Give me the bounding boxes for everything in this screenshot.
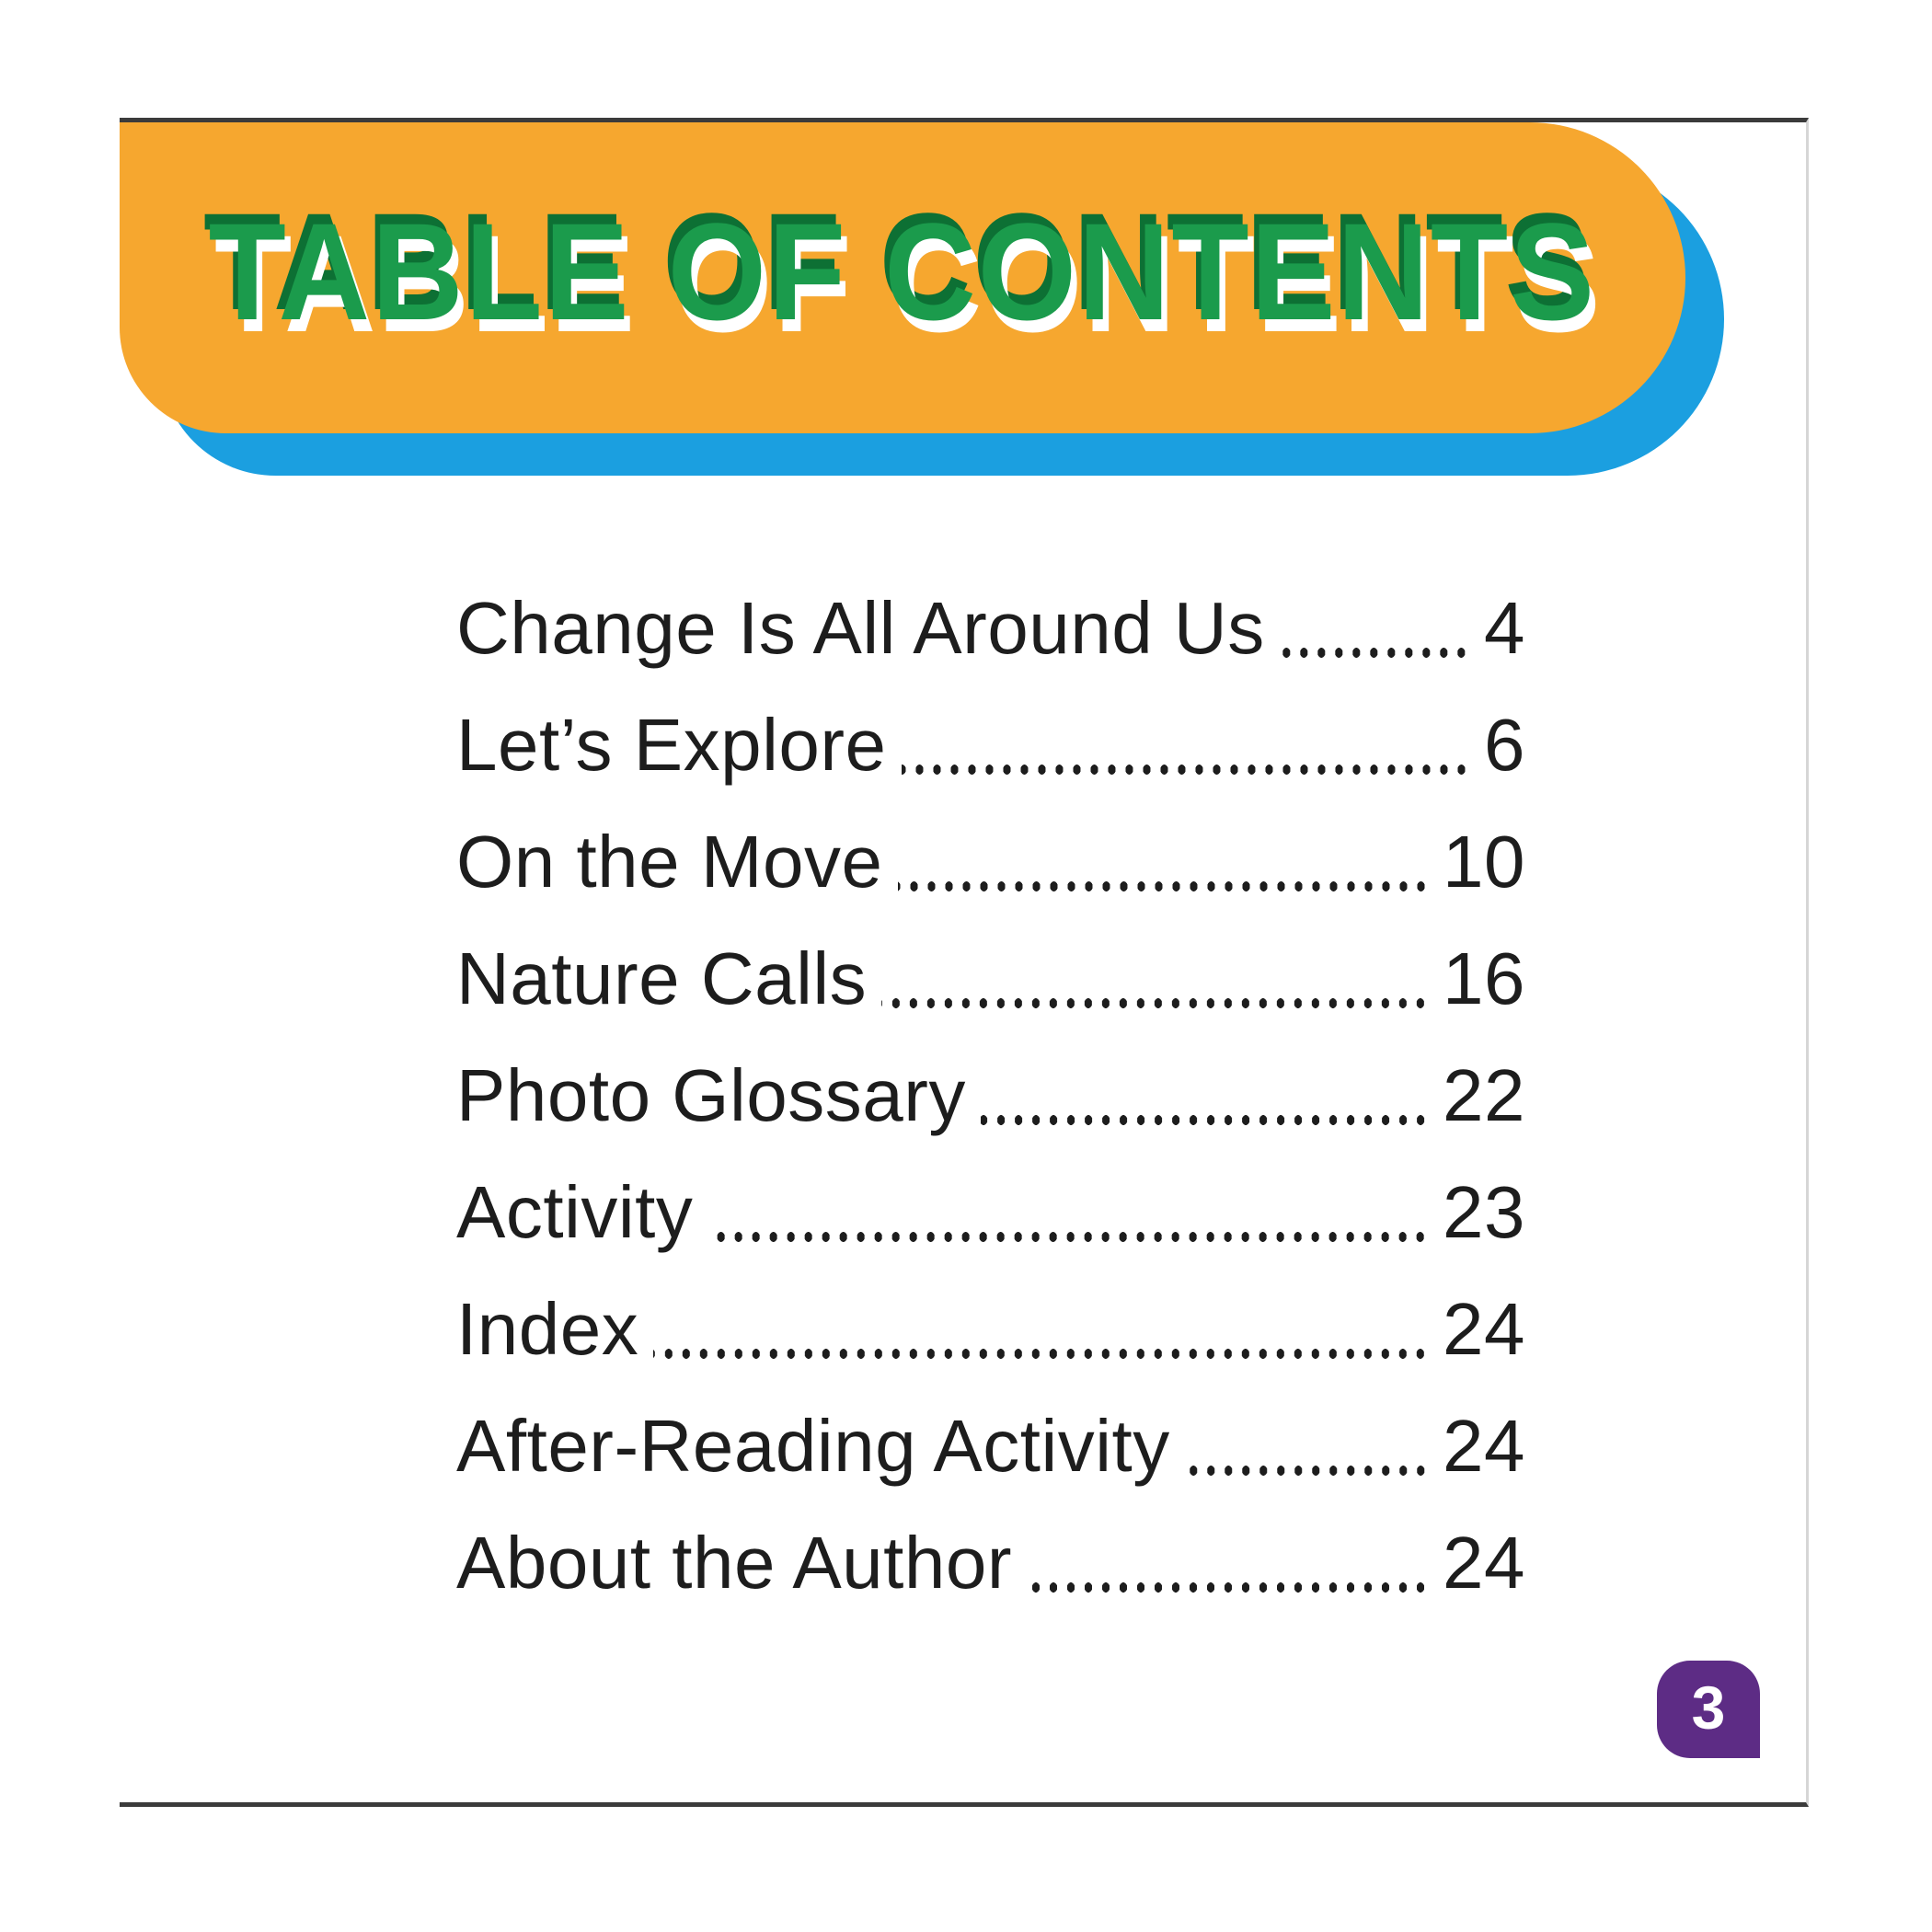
dot-leader — [1279, 648, 1474, 658]
toc-entry-label: After-Reading Activity — [456, 1405, 1170, 1487]
toc-entry-page-number: 24 — [1443, 1405, 1525, 1487]
book-page: TABLE OF CONTENTS Change Is All Around U… — [120, 118, 1809, 1807]
dot-leader — [653, 1349, 1434, 1359]
title-banner: TABLE OF CONTENTS — [120, 122, 1685, 433]
toc-entry-page-number: 4 — [1484, 587, 1525, 669]
page-title: TABLE OF CONTENTS — [208, 193, 1597, 349]
toc-entry-label: On the Move — [456, 821, 883, 903]
toc-entry-label: Nature Calls — [456, 937, 868, 1019]
toc-entry-label: Change Is All Around Us — [456, 587, 1265, 669]
table-of-contents: Change Is All Around Us 4 Let’s Explore 6 On… — [456, 569, 1525, 1621]
toc-entry-label: Index — [456, 1288, 639, 1370]
toc-entry-page-number: 10 — [1443, 821, 1525, 903]
page-number-badge: 3 — [1657, 1661, 1760, 1758]
toc-entry-page-number: 22 — [1443, 1054, 1525, 1136]
toc-entry: Photo Glossary 22 — [456, 1037, 1525, 1154]
page-number: 3 — [1691, 1673, 1726, 1742]
toc-entry-page-number: 24 — [1443, 1288, 1525, 1370]
toc-entry-page-number: 6 — [1484, 704, 1525, 786]
dot-leader — [1184, 1466, 1434, 1476]
toc-entry: After-Reading Activity 24 — [456, 1387, 1525, 1504]
dot-leader — [881, 998, 1434, 1008]
dot-leader — [707, 1232, 1434, 1242]
toc-entry: On the Move 10 — [456, 803, 1525, 920]
toc-entry-label: Let’s Explore — [456, 704, 887, 786]
toc-entry: Let’s Explore 6 — [456, 686, 1525, 803]
toc-entry-page-number: 16 — [1443, 937, 1525, 1019]
toc-entry: About the Author 24 — [456, 1504, 1525, 1621]
toc-entry-page-number: 24 — [1443, 1522, 1525, 1604]
toc-entry: Index 24 — [456, 1271, 1525, 1387]
dot-leader — [901, 765, 1474, 775]
toc-entry: Change Is All Around Us 4 — [456, 569, 1525, 686]
toc-entry-page-number: 23 — [1443, 1171, 1525, 1253]
toc-entry: Nature Calls 16 — [456, 920, 1525, 1037]
dot-leader — [1027, 1582, 1434, 1593]
toc-entry-label: Activity — [456, 1171, 694, 1253]
toc-entry-label: Photo Glossary — [456, 1054, 966, 1136]
dot-leader — [897, 881, 1434, 891]
toc-entry: Activity 23 — [456, 1154, 1525, 1271]
dot-leader — [980, 1115, 1434, 1125]
toc-entry-label: About the Author — [456, 1522, 1013, 1604]
